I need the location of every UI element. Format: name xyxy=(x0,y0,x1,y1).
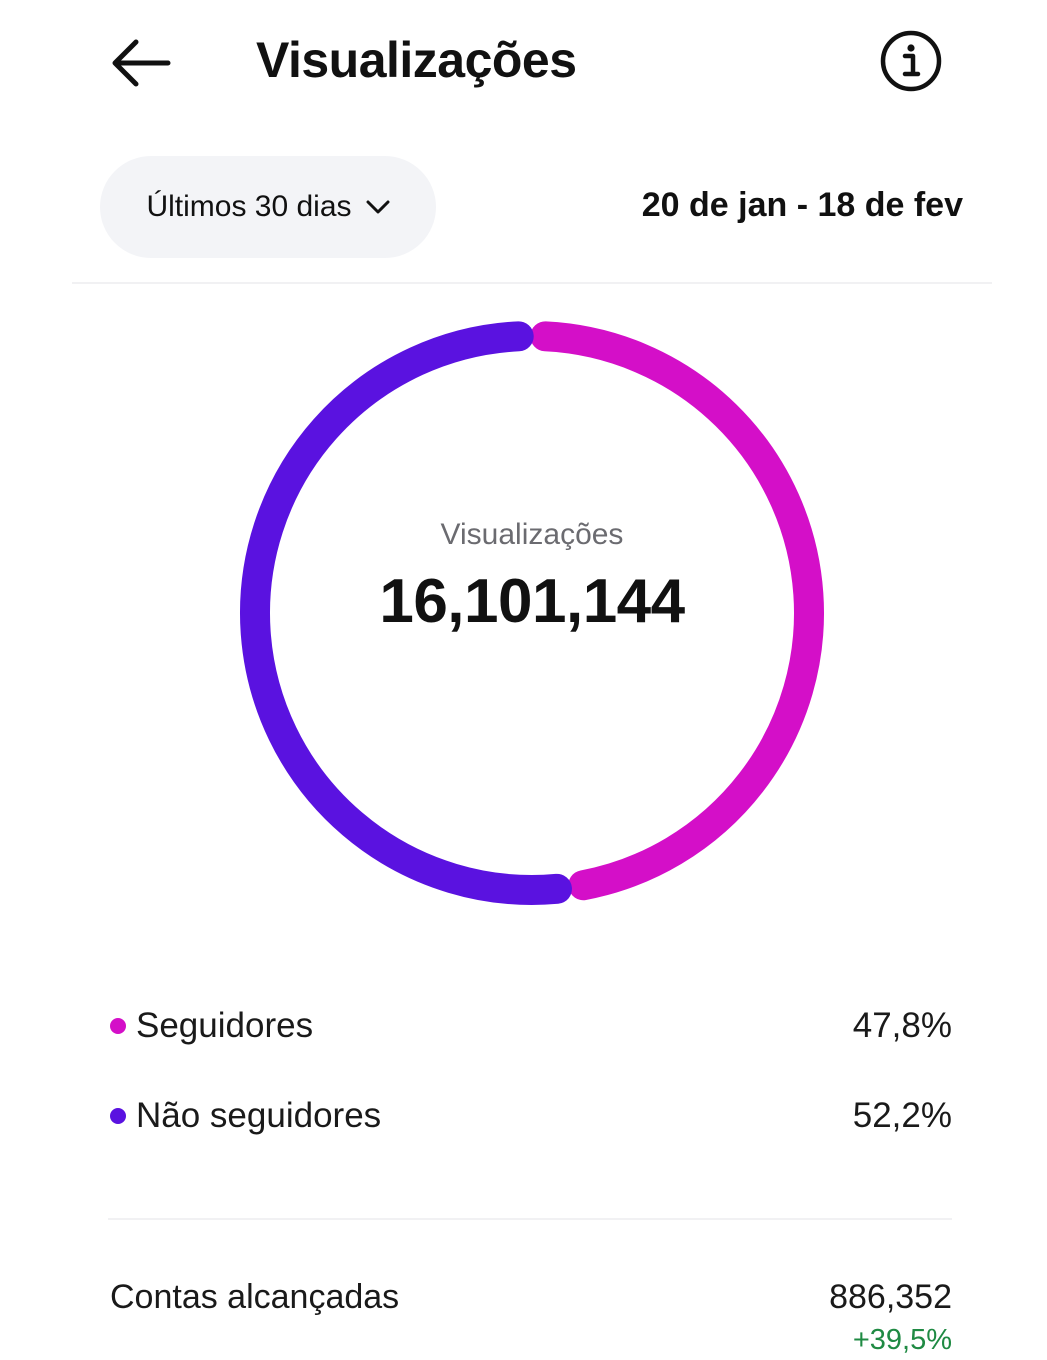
views-donut-chart: Visualizações 16,101,144 xyxy=(200,290,864,940)
legend-value: 47,8% xyxy=(852,1006,952,1045)
arrow-left-icon xyxy=(112,39,171,87)
back-button[interactable] xyxy=(104,30,176,94)
header: Visualizações xyxy=(0,0,1047,120)
info-icon xyxy=(880,30,942,92)
donut-segment-non-followers xyxy=(240,321,572,905)
legend-label: Não seguidores xyxy=(136,1096,382,1135)
legend-label: Seguidores xyxy=(136,1006,314,1045)
donut-chart-svg xyxy=(240,321,824,905)
chevron-down-icon xyxy=(366,200,390,214)
legend-item-non-followers: Não seguidores 52,2% xyxy=(108,1096,952,1146)
period-label: Últimos 30 dias xyxy=(146,190,352,223)
donut-center-label: Visualizações xyxy=(440,518,624,551)
divider xyxy=(72,282,992,284)
legend-value: 52,2% xyxy=(852,1096,952,1135)
donut-segment-followers xyxy=(530,321,824,901)
accounts-reached-change: +39,5% xyxy=(852,1324,952,1356)
accounts-reached-label: Contas alcançadas xyxy=(110,1278,400,1316)
legend-dot xyxy=(110,1108,126,1124)
divider xyxy=(108,1218,952,1220)
info-button[interactable] xyxy=(878,28,944,94)
date-range: 20 de jan - 18 de fev xyxy=(641,186,963,224)
legend-item-followers: Seguidores 47,8% xyxy=(108,1006,952,1056)
accounts-reached-value: 886,352 xyxy=(829,1278,952,1316)
donut-center-value: 16,101,144 xyxy=(379,567,685,636)
legend-dot xyxy=(110,1018,126,1034)
period-dropdown[interactable]: Últimos 30 dias xyxy=(100,156,436,258)
page-title: Visualizações xyxy=(256,32,577,88)
